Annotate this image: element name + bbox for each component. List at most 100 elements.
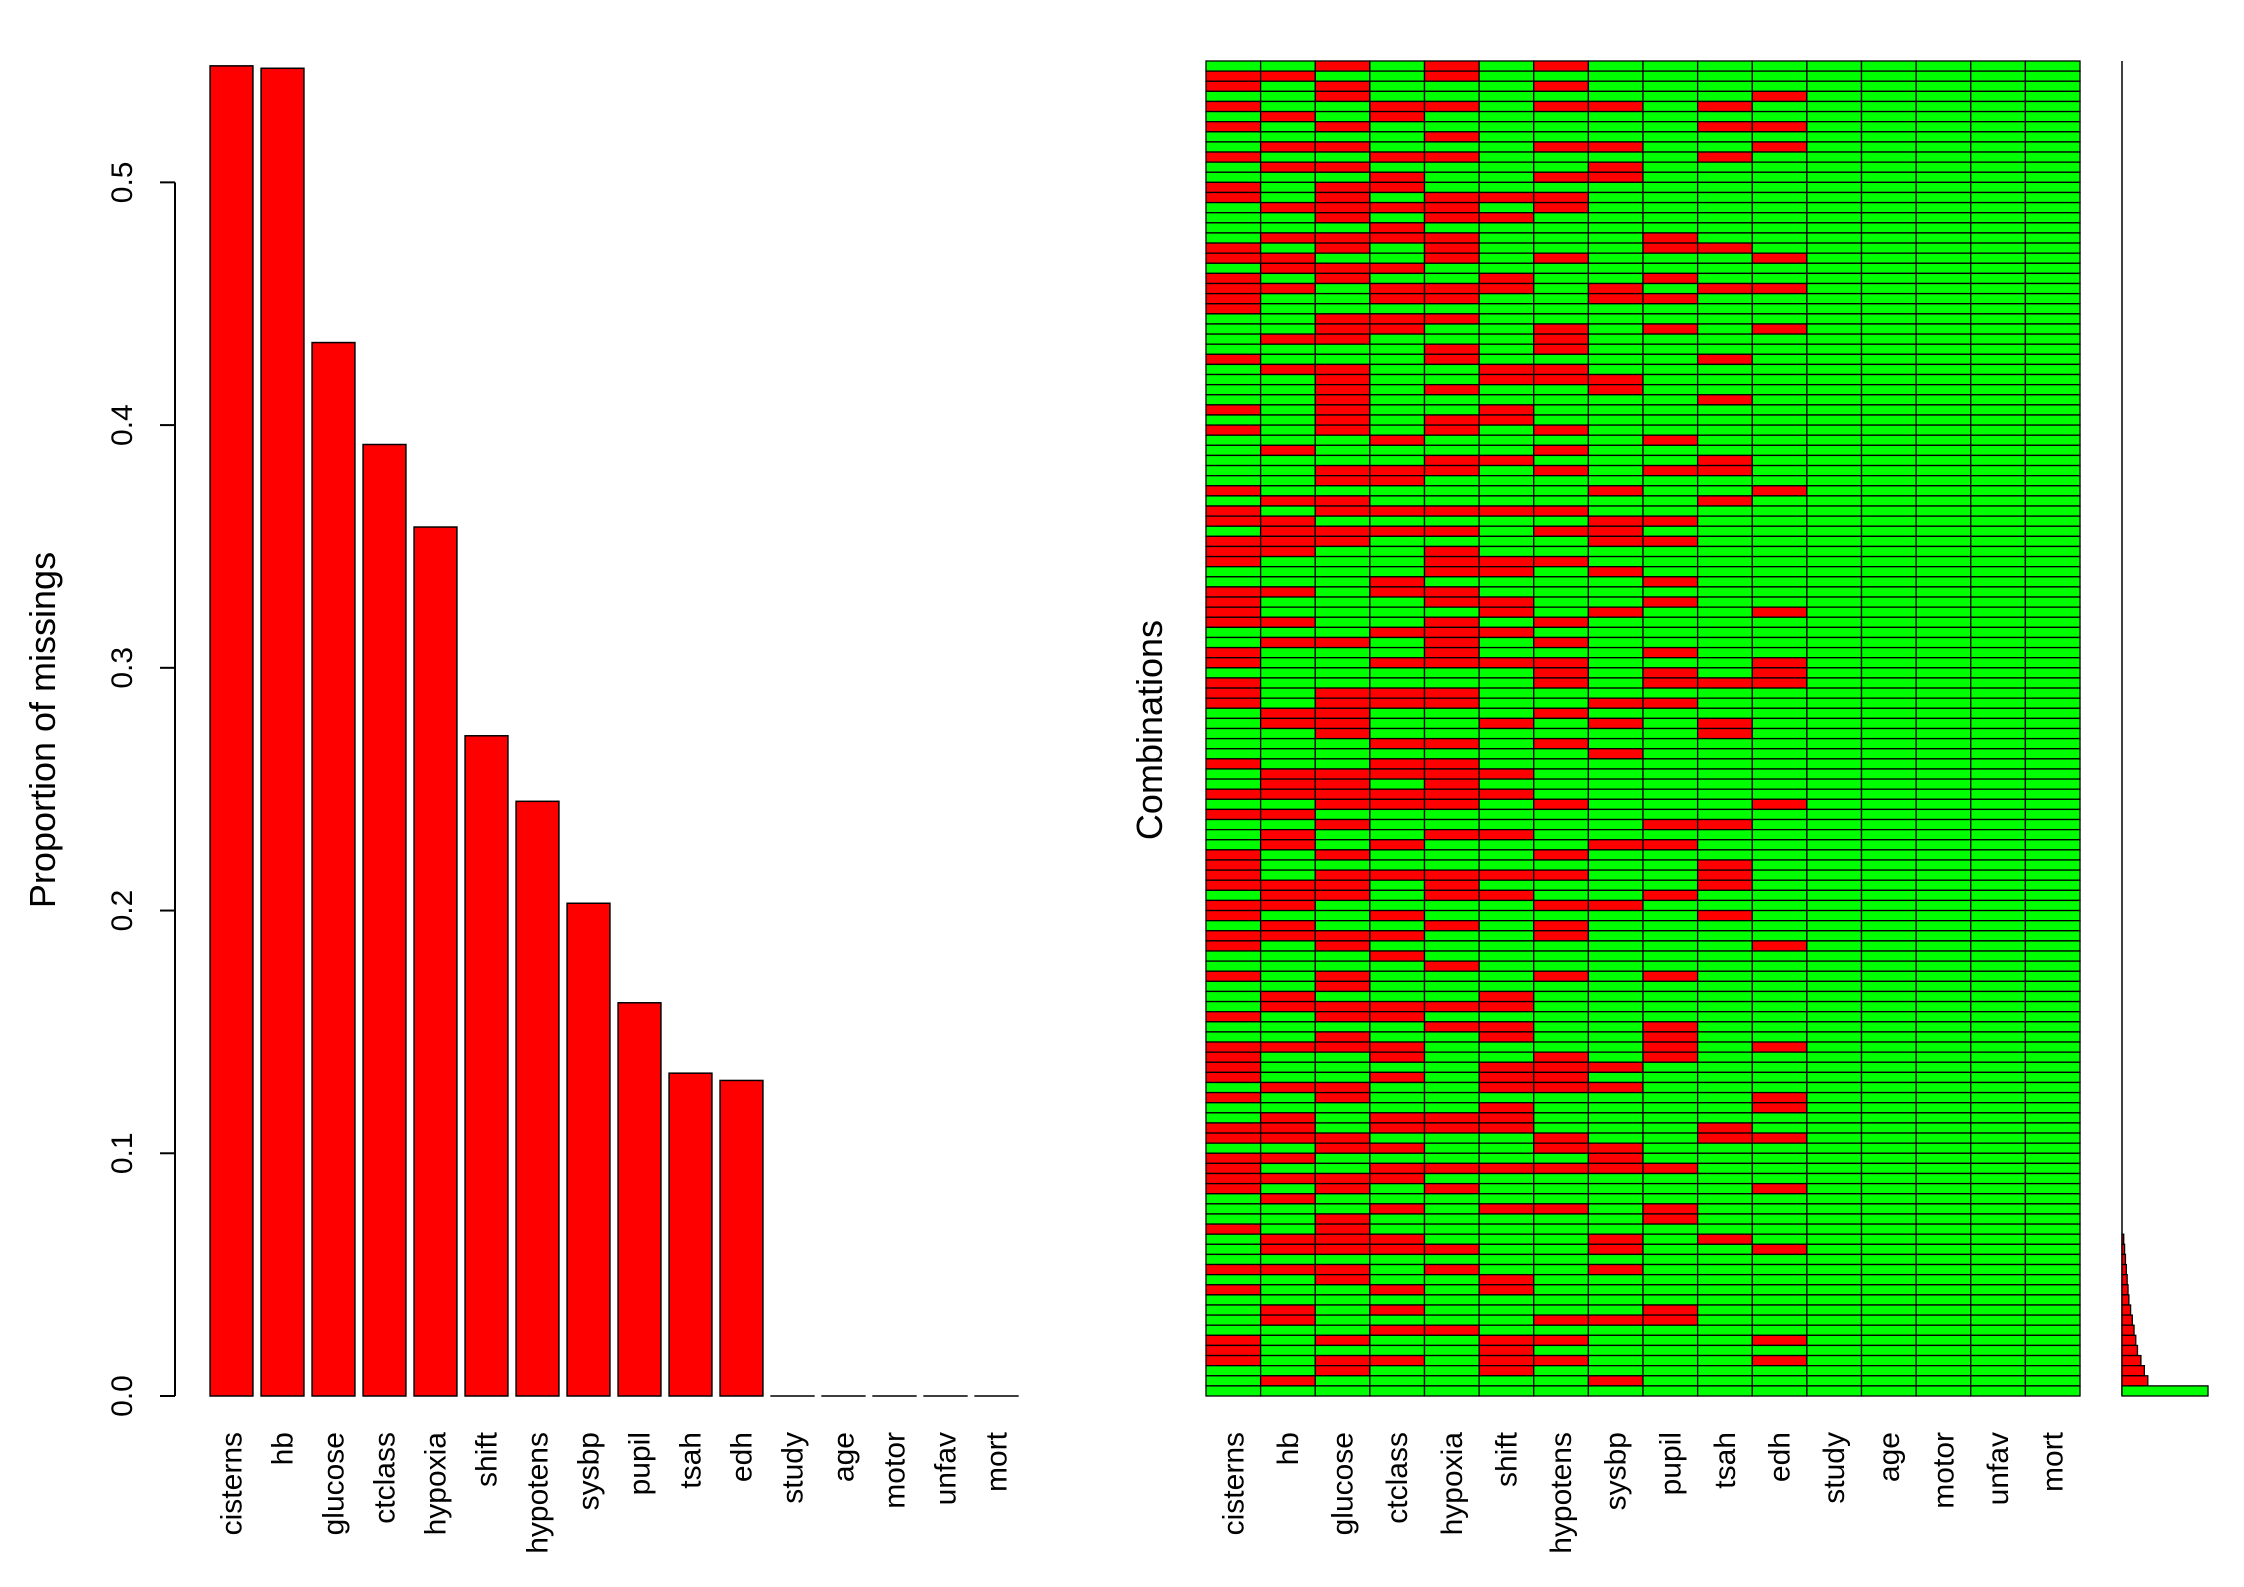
grid-cell [1314,586,1371,598]
grid-cell [1259,1172,1316,1185]
grid-cell [1751,707,1808,720]
grid-cell [1259,576,1316,588]
grid-cell [1696,383,1753,396]
grid-cell [2024,930,2081,942]
grid-cell [1751,424,1808,436]
grid-cell [1314,636,1371,649]
x-tick-label: study [1818,1432,1851,1504]
grid-cell [1478,1142,1535,1154]
grid-cell [1369,313,1426,325]
grid-cell [1259,636,1316,649]
x-tick-label: pupil [624,1432,657,1495]
grid-cell [1587,222,1644,234]
grid-cell [1533,475,1590,487]
grid-cell [1205,1243,1262,1256]
grid-cell [1259,566,1316,578]
grid-cell [1259,333,1316,345]
grid-cell [1970,1263,2027,1276]
grid-cell [1860,788,1917,800]
grid-cell [1642,1203,1699,1215]
grid-cell [1259,495,1316,507]
grid-cell [1423,212,1480,224]
grid-cell [1369,1314,1426,1326]
grid-cell [1915,1273,1972,1286]
grid-cell [1533,586,1590,598]
grid-cell [1587,232,1644,244]
grid-cell [1314,990,1371,1003]
grid-cell [1642,333,1699,345]
grid-cell [1423,222,1480,234]
grid-cell [1423,1253,1480,1266]
grid-cell [1259,545,1316,558]
grid-cell [1587,849,1644,861]
grid-cell [1915,798,1972,811]
grid-cell [1751,1385,1808,1397]
grid-cell [1642,970,1699,982]
grid-cell [1751,869,1808,881]
grid-cell [1314,889,1371,902]
grid-cell [1860,677,1917,689]
grid-cell [1915,707,1972,720]
grid-cell [1587,201,1644,214]
grid-cell [1696,505,1753,517]
grid-cell [1478,444,1535,457]
grid-cell [1751,1263,1808,1276]
grid-cell [1751,282,1808,295]
grid-cell [1369,1213,1426,1225]
grid-cell [1533,1365,1590,1377]
grid-cell [1369,90,1426,103]
grid-cell [1915,525,1972,537]
grid-cell [1806,788,1863,800]
grid-cell [1423,1152,1480,1165]
grid-cell [1860,727,1917,740]
grid-cell [1205,1253,1262,1266]
x-tick-label: hypotens [522,1432,555,1554]
grid-cell [1369,737,1426,750]
grid-cell [1205,90,1262,103]
grid-cell [1205,222,1262,234]
grid-cell [1751,758,1808,770]
grid-cell [1642,1162,1699,1175]
grid-cell [1369,1112,1426,1124]
grid-cell [1642,545,1699,558]
grid-cell [1478,768,1535,780]
grid-cell [1806,768,1863,780]
bar-edh [719,1079,764,1397]
grid-cell [1587,626,1644,639]
grid-cell [1970,1334,2027,1347]
grid-cell [1533,1142,1590,1154]
grid-cell [1806,596,1863,608]
grid-cell [1259,879,1316,891]
grid-cell [2024,1122,2081,1134]
grid-cell [1423,1061,1480,1074]
grid-cell [1642,839,1699,851]
grid-cell [1806,262,1863,275]
grid-cell [1970,626,2027,639]
grid-cell [1860,424,1917,436]
grid-cell [1587,1021,1644,1033]
grid-cell [1423,1011,1480,1023]
grid-cell [1751,667,1808,679]
grid-cell [1259,1122,1316,1134]
grid-cell [2024,636,2081,649]
bar-glucose [311,341,356,1397]
grid-cell [1587,515,1644,527]
grid-cell [1314,110,1371,123]
grid-cell [1478,727,1535,740]
grid-cell [1478,424,1535,436]
grid-cell [1478,576,1535,588]
grid-cell [1369,151,1426,163]
grid-cell [1696,414,1753,426]
grid-cell [1860,262,1917,275]
grid-cell [1205,1051,1262,1063]
grid-cell [1587,1365,1644,1377]
grid-cell [1205,1031,1262,1043]
grid-cell [1423,110,1480,123]
grid-cell [1696,717,1753,730]
grid-cell [1533,1314,1590,1326]
grid-cell [1915,657,1972,669]
grid-cell [1860,990,1917,1003]
y-axis-label: Proportion of missings [22,552,63,908]
grid-cell [1970,80,2027,92]
grid-cell [2024,849,2081,861]
